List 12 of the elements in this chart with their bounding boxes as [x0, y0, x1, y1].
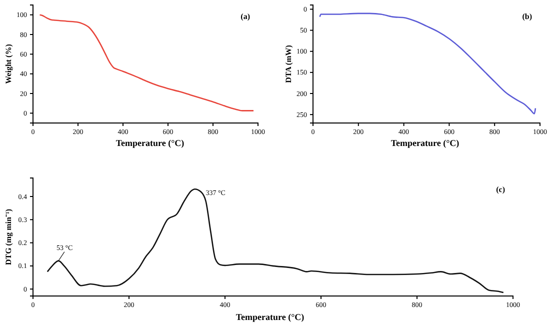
annotation: (c) [496, 185, 506, 194]
x-axis-title: Temperature (°C) [236, 312, 304, 322]
x-axis-title: Temperature (°C) [390, 138, 460, 148]
line-series [39, 14, 254, 112]
annotation: (b) [522, 12, 532, 21]
line-series [46, 188, 504, 294]
y-axis-title: Weight (%) [4, 44, 13, 84]
line-series [319, 12, 536, 114]
y-axis-title: DTG (mg min⁻¹) [4, 208, 13, 266]
annotation: (a) [240, 12, 250, 21]
x-axis-title: Temperature (°C) [116, 138, 184, 148]
y-axis-title: DTA (mW) [284, 44, 293, 83]
